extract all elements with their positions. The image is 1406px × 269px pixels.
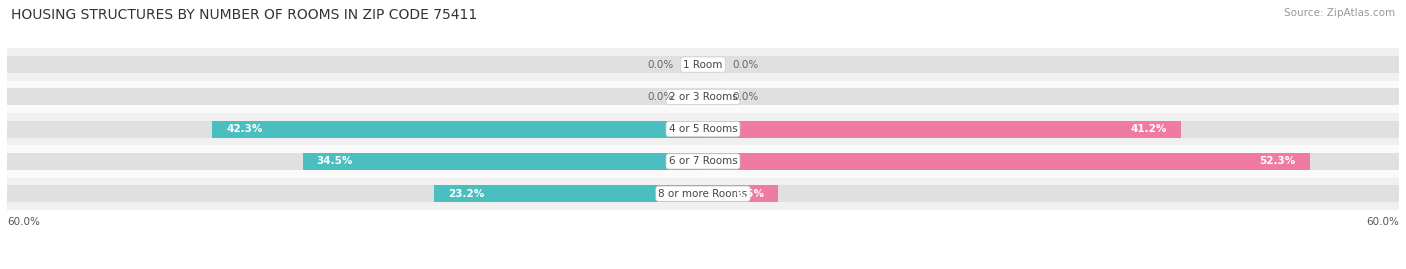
Bar [212, 121, 703, 137]
Text: 0.0%: 0.0% [733, 92, 758, 102]
Text: 6 or 7 Rooms: 6 or 7 Rooms [669, 156, 737, 167]
Bar [7, 145, 1399, 178]
Bar [7, 81, 1399, 113]
Bar [7, 113, 1399, 145]
Text: 2 or 3 Rooms: 2 or 3 Rooms [669, 92, 737, 102]
Bar [703, 89, 1399, 105]
Text: 23.2%: 23.2% [447, 189, 484, 199]
Bar [434, 185, 703, 202]
Bar [703, 185, 779, 202]
Bar [703, 153, 1399, 170]
Bar [703, 56, 1399, 73]
Text: HOUSING STRUCTURES BY NUMBER OF ROOMS IN ZIP CODE 75411: HOUSING STRUCTURES BY NUMBER OF ROOMS IN… [11, 8, 478, 22]
Text: 0.0%: 0.0% [733, 59, 758, 70]
Text: 0.0%: 0.0% [648, 59, 673, 70]
Text: 41.2%: 41.2% [1130, 124, 1167, 134]
Text: 1 Room: 1 Room [683, 59, 723, 70]
Bar [703, 121, 1399, 137]
Bar [7, 185, 703, 202]
Bar [703, 185, 1399, 202]
Text: 8 or more Rooms: 8 or more Rooms [658, 189, 748, 199]
Text: 0.0%: 0.0% [648, 92, 673, 102]
Bar [7, 153, 703, 170]
Bar [703, 153, 1309, 170]
Text: 4 or 5 Rooms: 4 or 5 Rooms [669, 124, 737, 134]
Bar [302, 153, 703, 170]
Text: 34.5%: 34.5% [316, 156, 353, 167]
Bar [7, 178, 1399, 210]
Text: 6.5%: 6.5% [735, 189, 765, 199]
Bar [7, 48, 1399, 81]
Text: Source: ZipAtlas.com: Source: ZipAtlas.com [1284, 8, 1395, 18]
Bar [7, 56, 703, 73]
Text: 60.0%: 60.0% [7, 217, 39, 227]
Text: 42.3%: 42.3% [226, 124, 263, 134]
Text: 60.0%: 60.0% [1367, 217, 1399, 227]
Bar [703, 121, 1181, 137]
Bar [7, 89, 703, 105]
Bar [7, 121, 703, 137]
Text: 52.3%: 52.3% [1260, 156, 1296, 167]
